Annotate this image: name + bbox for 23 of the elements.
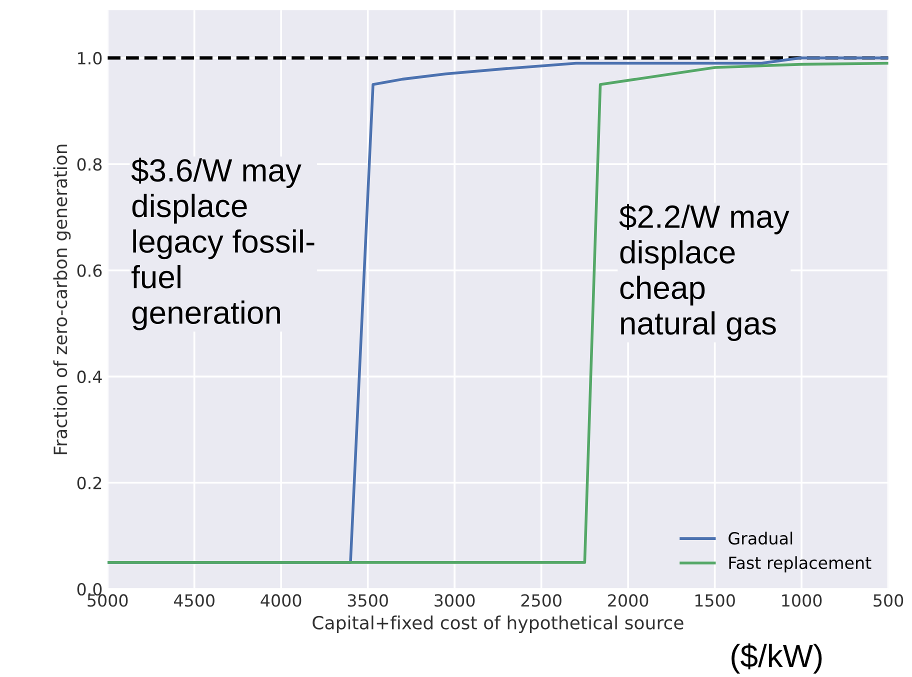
text: ($/kW) bbox=[732, 643, 822, 674]
x-axis-title: Capital+fixed cost of hypothetical source bbox=[312, 616, 684, 634]
y-tick-label: 0.4 bbox=[77, 370, 102, 384]
x-tick-label: 3500 bbox=[348, 594, 388, 607]
y-tick-label: 0.2 bbox=[77, 476, 102, 490]
x-tick-label: 5000 bbox=[88, 594, 128, 607]
y-tick-label: 0.0 bbox=[77, 582, 102, 596]
x-tick-label: 4500 bbox=[174, 594, 214, 607]
y-axis-title: Fraction of zero-carbon generation bbox=[53, 144, 71, 454]
y-tick-label: 1.0 bbox=[78, 52, 102, 65]
x-tick-label: 3000 bbox=[434, 594, 475, 607]
x-tick-label: 2000 bbox=[608, 594, 648, 607]
legend-label: Gradual bbox=[728, 532, 792, 545]
x-tick-label: 1000 bbox=[782, 594, 822, 607]
y-tick-label: 0.6 bbox=[77, 264, 102, 277]
y-tick-label: 0.8 bbox=[77, 158, 102, 171]
x-tick-label: 4000 bbox=[260, 594, 302, 607]
annotation: $3.6/W may displace legacy fossil- fuel generation bbox=[131, 158, 314, 330]
legend-label: Fast replacement bbox=[729, 556, 872, 572]
x-tick-label: 1500 bbox=[695, 594, 735, 607]
x-tick-label: 2500 bbox=[521, 594, 562, 607]
annotation: $2.2/W may displace cheap natural gas bbox=[619, 204, 790, 342]
x-tick-label: 500 bbox=[874, 594, 904, 607]
